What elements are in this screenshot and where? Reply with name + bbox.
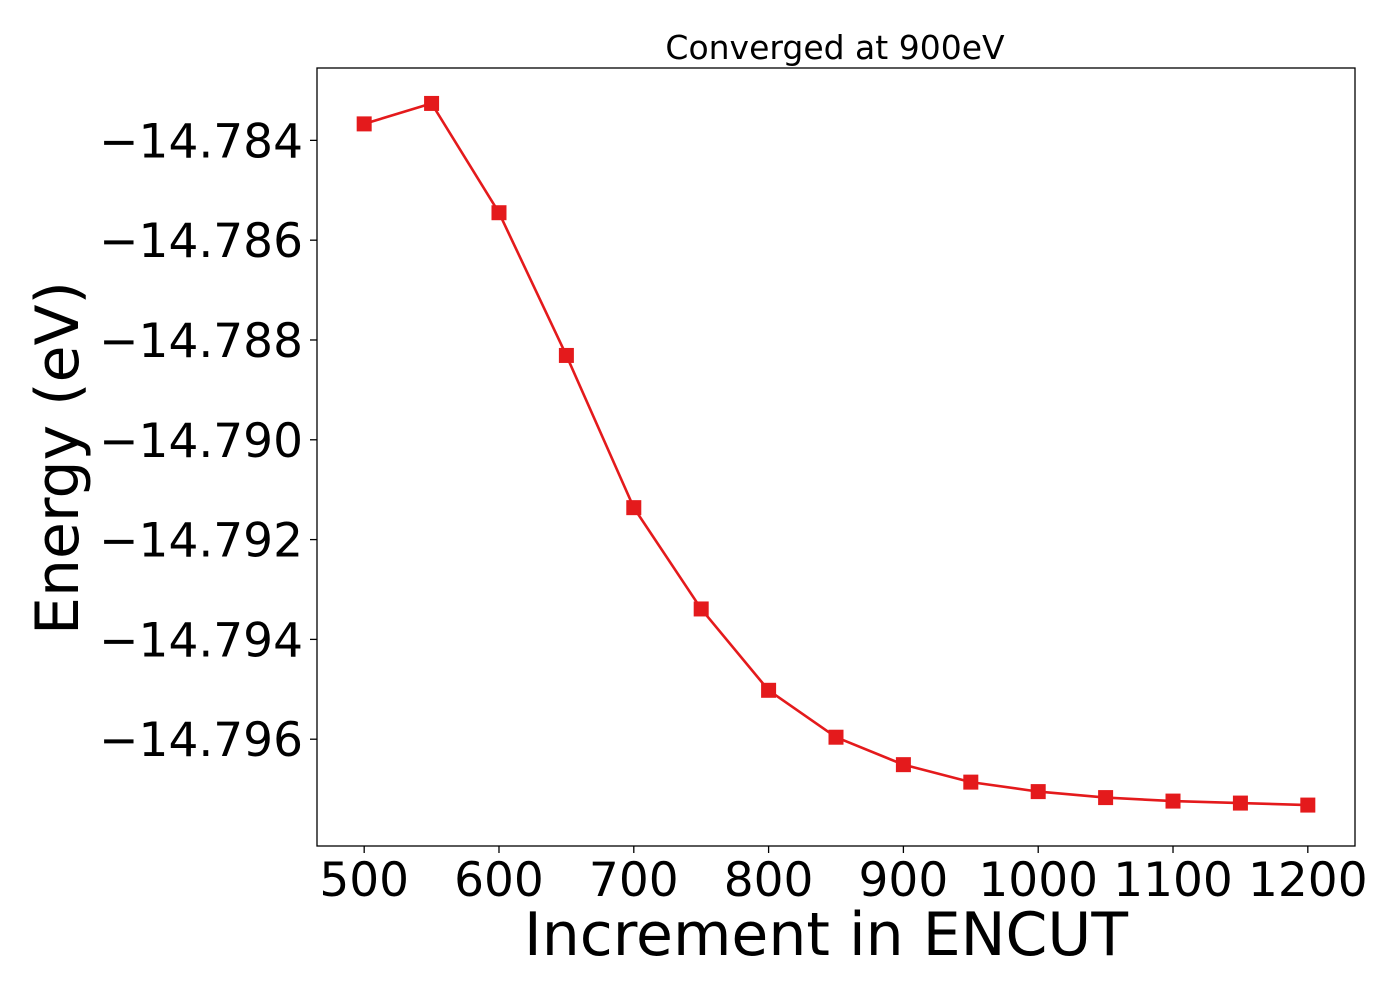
data-point-marker: [558, 347, 574, 363]
data-point-marker: [1030, 784, 1046, 800]
y-tick-label: −14.786: [99, 214, 303, 269]
data-point-marker: [1300, 797, 1316, 813]
x-tick-label: 1000: [978, 853, 1098, 908]
data-series-layer: [356, 95, 1316, 813]
x-tick-label: 500: [319, 853, 409, 908]
y-tick-label: −14.784: [99, 114, 303, 169]
y-tick-label: −14.792: [99, 514, 303, 569]
x-tick-label: 1200: [1248, 853, 1368, 908]
y-tick-label: −14.790: [99, 414, 303, 469]
x-axis-label: Increment in ENCUT: [524, 900, 1128, 970]
data-point-marker: [424, 95, 440, 111]
data-point-marker: [356, 116, 372, 132]
x-tick-label: 600: [454, 853, 544, 908]
x-tick-label: 900: [859, 853, 949, 908]
data-point-marker: [963, 774, 979, 790]
data-point-marker: [1098, 790, 1114, 806]
x-axis-ticks: 500 600 700 800 900 1000 1100 1200: [319, 846, 1368, 908]
x-tick-label: 1100: [1113, 853, 1233, 908]
y-tick-label: −14.788: [99, 314, 303, 369]
plot-area-frame: [316, 67, 1356, 847]
data-point-marker: [761, 682, 777, 698]
y-axis-ticks: −14.784 −14.786 −14.788 −14.790 −14.792 −14.7…: [99, 114, 317, 768]
chart-title: Converged at 900eV: [665, 28, 1005, 67]
x-tick-label: 800: [724, 853, 814, 908]
data-point-marker: [626, 500, 642, 516]
data-point-marker: [895, 757, 911, 773]
y-tick-label: −14.794: [99, 613, 303, 668]
data-point-marker: [491, 205, 507, 221]
y-tick-label: −14.796: [99, 713, 303, 768]
y-axis-label: Energy (eV): [23, 281, 93, 635]
data-point-marker: [1165, 793, 1181, 809]
data-point-marker: [828, 729, 844, 745]
x-tick-label: 700: [589, 853, 679, 908]
data-point-marker: [1232, 795, 1248, 811]
data-point-marker: [693, 601, 709, 617]
